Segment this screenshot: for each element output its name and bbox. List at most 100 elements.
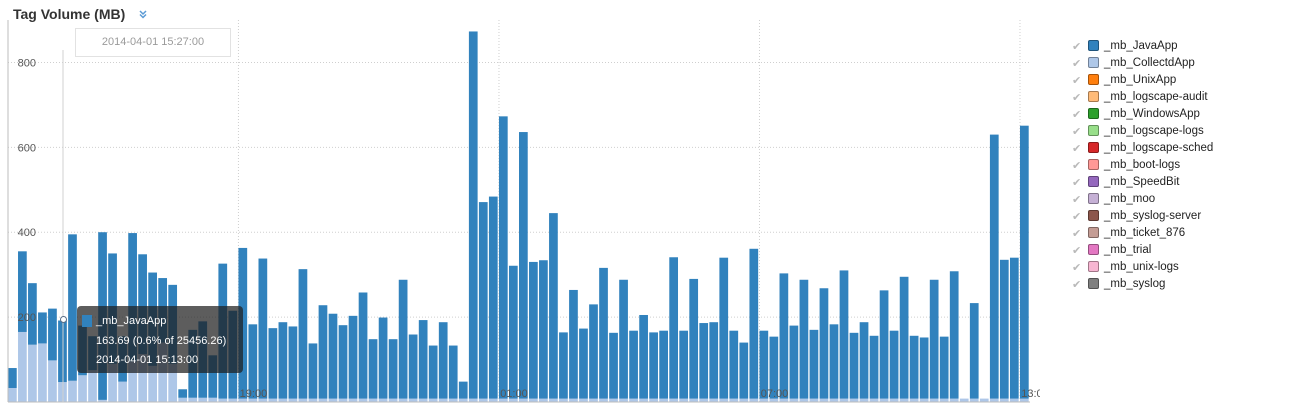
bar — [68, 234, 77, 381]
bar — [378, 317, 388, 399]
bar — [849, 332, 859, 399]
legend-swatch — [1088, 227, 1099, 238]
bar — [519, 398, 528, 402]
bar — [839, 398, 849, 402]
legend-item[interactable]: ✔ _mb_UnixApp — [1072, 72, 1287, 89]
bar — [969, 398, 979, 402]
bar — [659, 398, 668, 402]
bar — [549, 213, 558, 399]
bar — [859, 398, 869, 402]
bar — [799, 398, 809, 402]
legend-label: _mb_SpeedBit — [1104, 176, 1180, 188]
checkmark-icon: ✔ — [1072, 109, 1082, 121]
bar — [919, 398, 929, 402]
legend-swatch — [1088, 142, 1099, 153]
bar — [468, 398, 478, 402]
bar — [639, 398, 648, 402]
chart-title: Tag Volume (MB) — [13, 6, 126, 22]
x-tick-label: 19:00 — [240, 388, 268, 400]
bar — [58, 382, 67, 402]
legend-swatch — [1088, 244, 1099, 255]
tooltip-time: 2014-04-01 15:13:00 — [96, 354, 199, 366]
bar — [48, 308, 57, 361]
x-tick-label: 01:00 — [500, 388, 528, 400]
bar — [108, 363, 117, 402]
tick-labels: 200 400 600 800 19:00 01:00 07:00 13:00 — [18, 57, 1040, 400]
bar — [729, 330, 739, 399]
bar — [559, 332, 568, 399]
bar — [1009, 257, 1019, 399]
bar — [829, 324, 839, 399]
bar — [829, 398, 839, 402]
checkmark-icon: ✔ — [1072, 245, 1082, 257]
legend-label: _mb_boot-logs — [1104, 159, 1181, 171]
legend-item[interactable]: ✔ _mb_SpeedBit — [1072, 174, 1287, 191]
x-tick-label: 07:00 — [761, 388, 789, 400]
bar — [278, 398, 288, 402]
legend-item[interactable]: ✔ _mb_trial — [1072, 242, 1287, 259]
bar — [669, 257, 679, 399]
checkmark-icon: ✔ — [1072, 211, 1082, 223]
legend-item[interactable]: ✔ _mb_JavaApp — [1072, 38, 1287, 55]
checkmark-icon: ✔ — [1072, 228, 1082, 240]
bar — [28, 344, 37, 402]
bar — [679, 398, 689, 402]
bar — [529, 261, 538, 399]
bar — [859, 322, 869, 399]
checkmark-icon: ✔ — [1072, 279, 1082, 291]
bar — [619, 398, 628, 402]
legend-item[interactable]: ✔ _mb_unix-logs — [1072, 259, 1287, 276]
bar — [348, 398, 358, 402]
legend-swatch — [1088, 193, 1099, 204]
bar — [368, 398, 378, 402]
hover-tooltip: _mb_JavaApp 163.69 (0.6% of 25456.26) 20… — [77, 306, 243, 373]
legend-label: _mb_JavaApp — [1104, 40, 1178, 52]
bar — [809, 398, 819, 402]
bar — [388, 398, 398, 402]
bar — [909, 335, 919, 399]
bar — [619, 279, 628, 399]
bar — [969, 303, 979, 399]
checkmark-icon: ✔ — [1072, 92, 1082, 104]
checkmark-icon: ✔ — [1072, 58, 1082, 70]
bar — [599, 398, 608, 402]
legend-item[interactable]: ✔ _mb_logscape-audit — [1072, 89, 1287, 106]
bar — [18, 251, 27, 332]
y-tick-label: 800 — [18, 57, 36, 69]
bar — [248, 324, 258, 399]
bar — [448, 398, 458, 402]
bar — [408, 334, 418, 399]
bar — [589, 304, 598, 399]
chart-legend: ✔ _mb_JavaApp ✔ _mb_CollectdApp ✔ _mb_UnixApp… — [1072, 38, 1287, 293]
legend-swatch — [1088, 74, 1099, 85]
legend-item[interactable]: ✔ _mb_CollectdApp — [1072, 55, 1287, 72]
bar — [48, 360, 57, 402]
bar — [799, 279, 809, 399]
y-tick-label: 600 — [18, 142, 36, 154]
bar — [488, 398, 498, 402]
bar — [819, 288, 829, 399]
bar — [348, 315, 358, 399]
legend-item[interactable]: ✔ _mb_moo — [1072, 191, 1287, 208]
bar — [789, 398, 799, 402]
legend-item[interactable]: ✔ _mb_syslog — [1072, 276, 1287, 293]
legend-item[interactable]: ✔ _mb_WindowsApp — [1072, 106, 1287, 123]
bar — [639, 314, 648, 399]
bar — [398, 279, 408, 399]
x-tick-label: 13:00 — [1021, 388, 1040, 400]
bar — [649, 332, 658, 399]
bar — [549, 398, 558, 402]
bar — [468, 31, 478, 399]
bar — [889, 330, 899, 399]
legend-swatch — [1088, 159, 1099, 170]
legend-item[interactable]: ✔ _mb_boot-logs — [1072, 157, 1287, 174]
legend-item[interactable]: ✔ _mb_ticket_876 — [1072, 225, 1287, 242]
legend-item[interactable]: ✔ _mb_syslog-server — [1072, 208, 1287, 225]
legend-item[interactable]: ✔ _mb_logscape-logs — [1072, 123, 1287, 140]
chevron-double-down-icon[interactable] — [137, 8, 149, 20]
bar — [979, 398, 989, 402]
bar — [388, 339, 398, 399]
legend-item[interactable]: ✔ _mb_logscape-sched — [1072, 140, 1287, 157]
bar — [939, 398, 949, 402]
bar — [759, 330, 769, 399]
